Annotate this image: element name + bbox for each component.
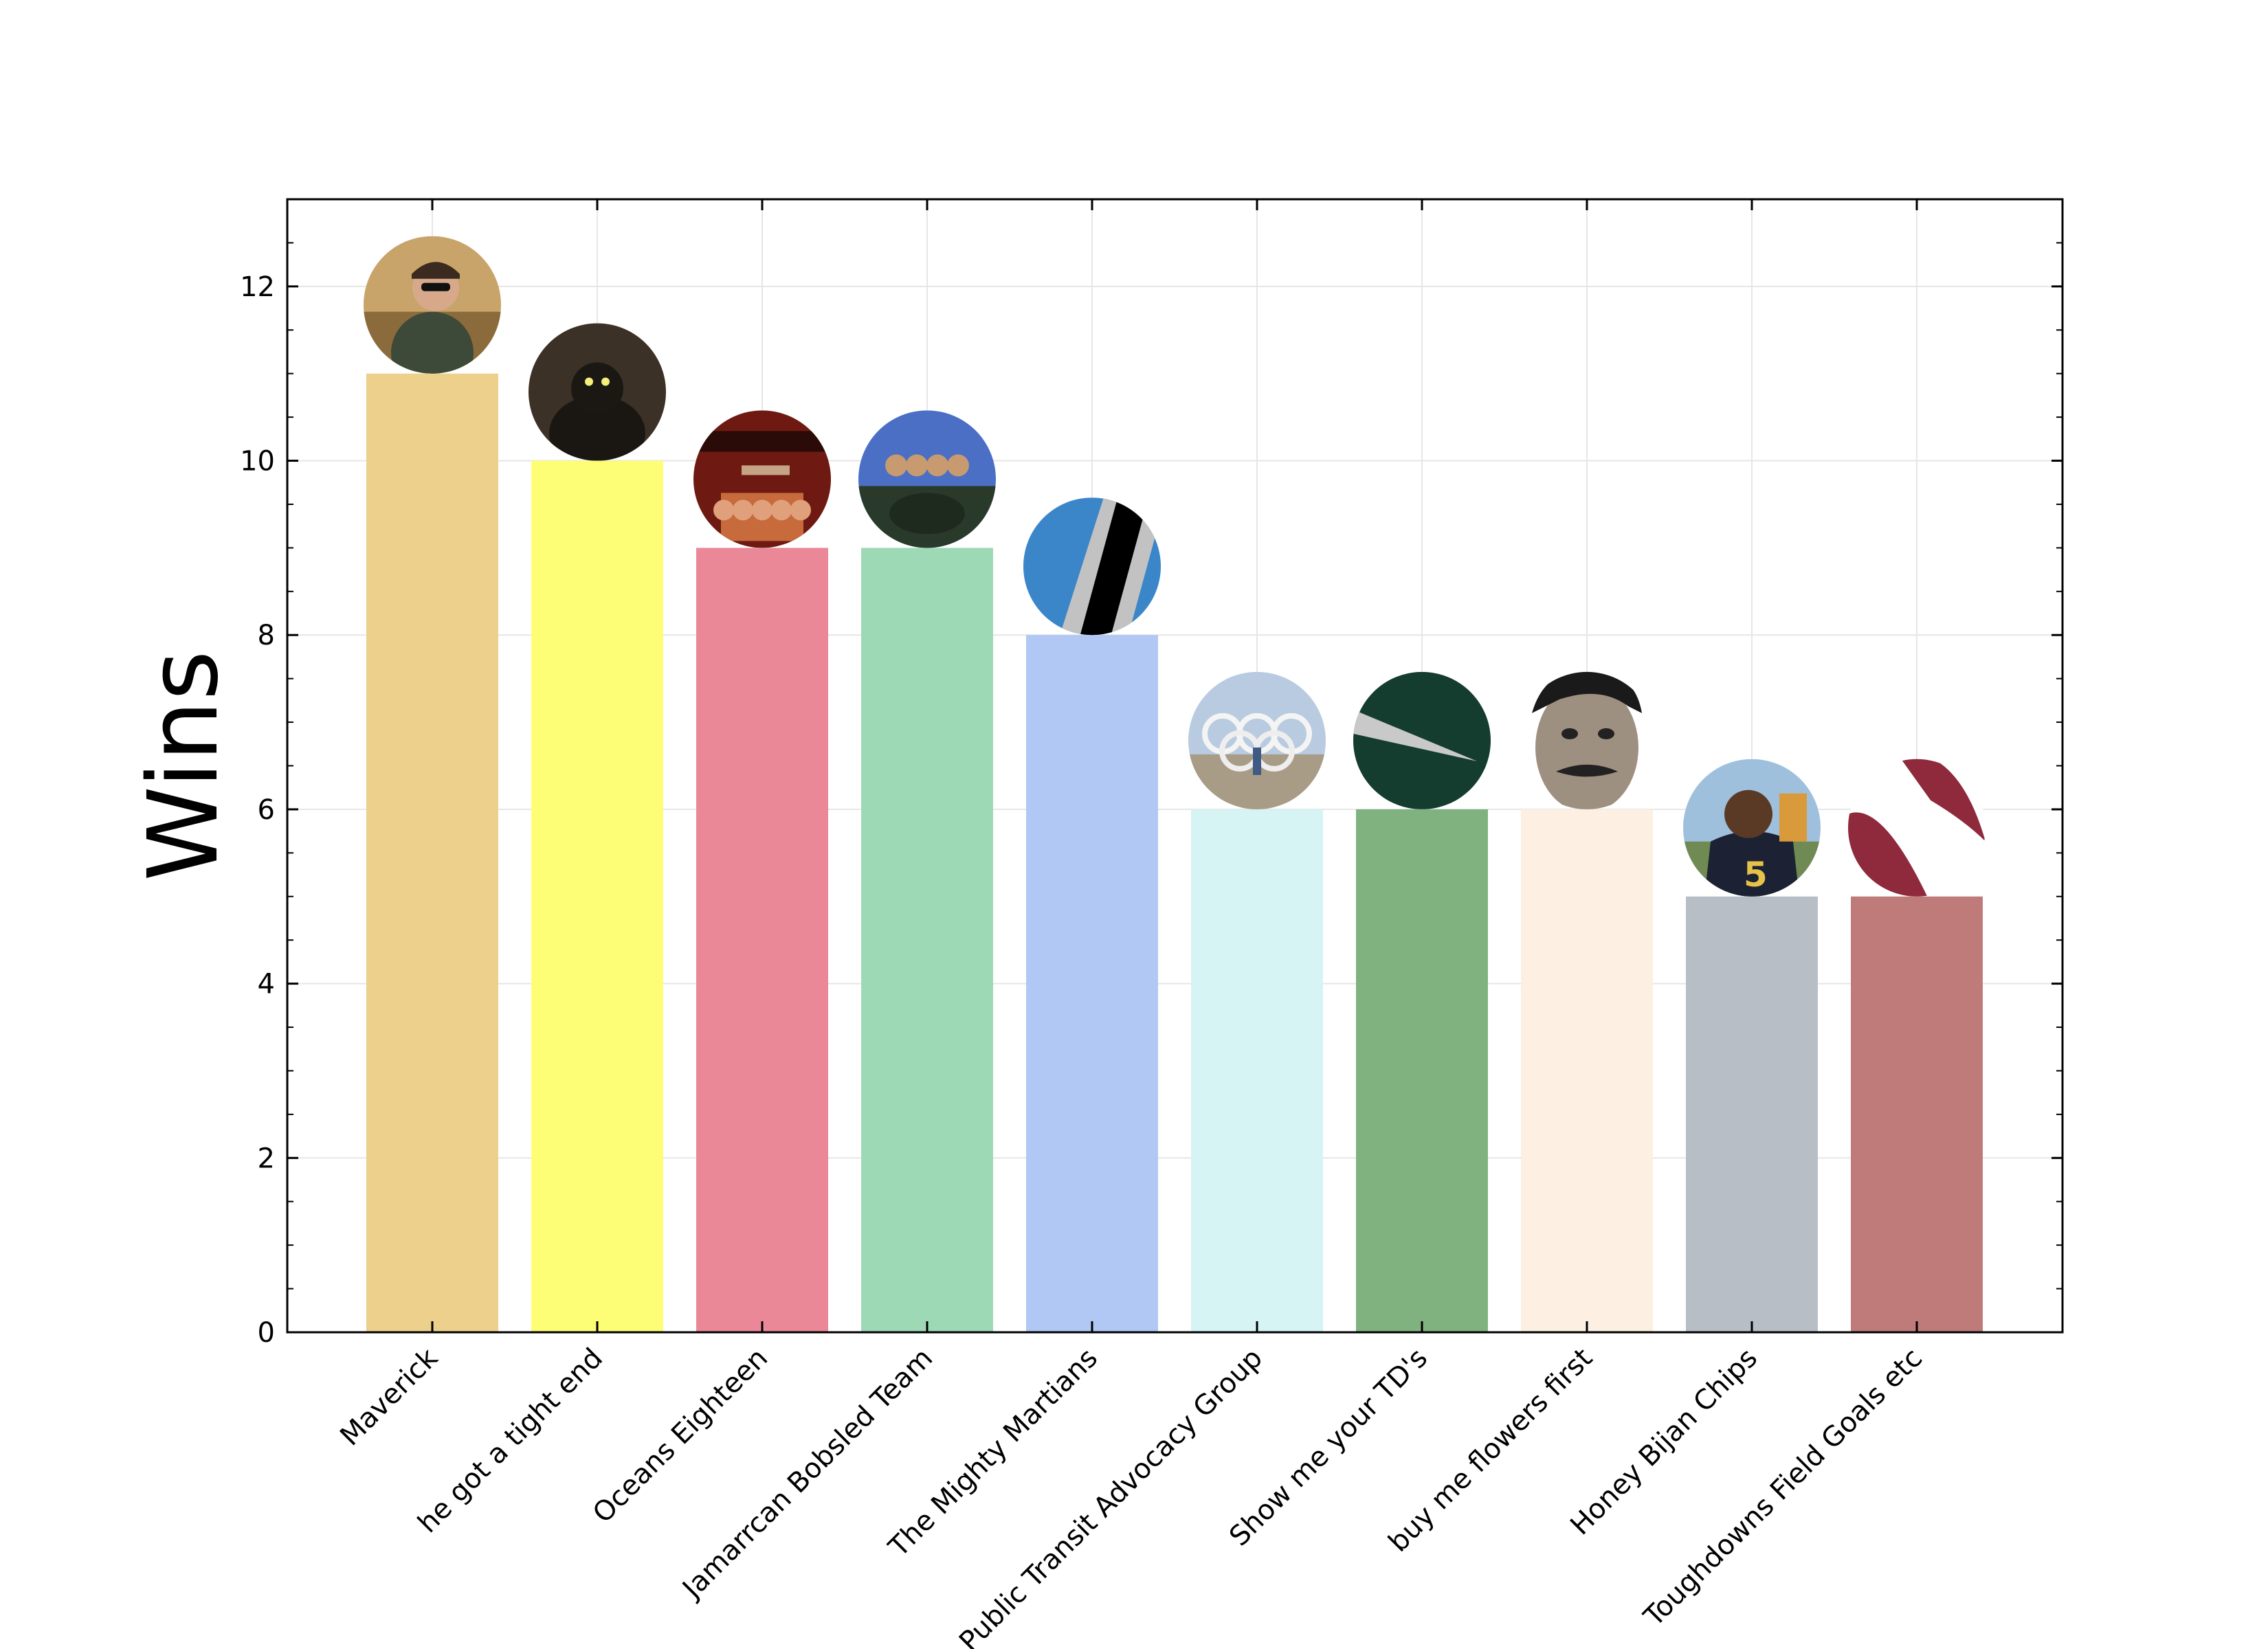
striped-logo-icon: [1023, 497, 1161, 636]
bar: [1521, 809, 1653, 1332]
bobsled-team-avatar-icon: [858, 410, 996, 548]
bars-group: [366, 373, 1983, 1332]
y-tick-label: 12: [240, 271, 275, 303]
y-tick-label: 0: [258, 1317, 275, 1349]
football-player-avatar-icon: 5: [1683, 759, 1821, 897]
bar: [366, 373, 498, 1332]
olympic-rings-avatar-icon: [1188, 671, 1326, 809]
green-pie-logo-icon: [1353, 671, 1491, 809]
x-tick-label: he got a tight end: [412, 1343, 609, 1540]
y-tick-label: 2: [258, 1143, 275, 1174]
oceans-eighteen-poster-icon: [693, 410, 831, 548]
x-tick-label: Honey Bijan Chips: [1564, 1343, 1764, 1542]
bar: [1191, 809, 1323, 1332]
mustache-portrait-icon: [1518, 671, 1656, 809]
bar: [1686, 896, 1818, 1332]
x-tick-label: Public Transit Advocacy Group: [953, 1343, 1269, 1649]
y-axis-label: Wins: [128, 651, 240, 882]
bar: [1356, 809, 1488, 1332]
x-tick-label: Toughdowns Field Goals etc: [1638, 1343, 1928, 1633]
maroon-swoosh-logo-icon: [1848, 759, 1986, 897]
y-tick-label: 4: [258, 969, 275, 1000]
y-tick-label: 8: [258, 620, 275, 651]
pilot-avatar-icon: [364, 236, 501, 374]
bar: [1851, 896, 1983, 1332]
black-cat-avatar-icon: [529, 323, 666, 461]
y-axis: 0 2 4 6 8 10 12: [240, 199, 2063, 1349]
bar: [1026, 635, 1158, 1332]
svg-text:5: 5: [1744, 855, 1768, 895]
x-tick-label: Maverick: [334, 1342, 444, 1452]
bar: [696, 548, 828, 1332]
y-tick-label: 10: [240, 446, 275, 478]
bar: [861, 548, 993, 1332]
y-tick-label: 6: [258, 794, 275, 826]
x-tick-label: Oceans Eighteen: [587, 1343, 774, 1529]
bar: [531, 460, 663, 1332]
